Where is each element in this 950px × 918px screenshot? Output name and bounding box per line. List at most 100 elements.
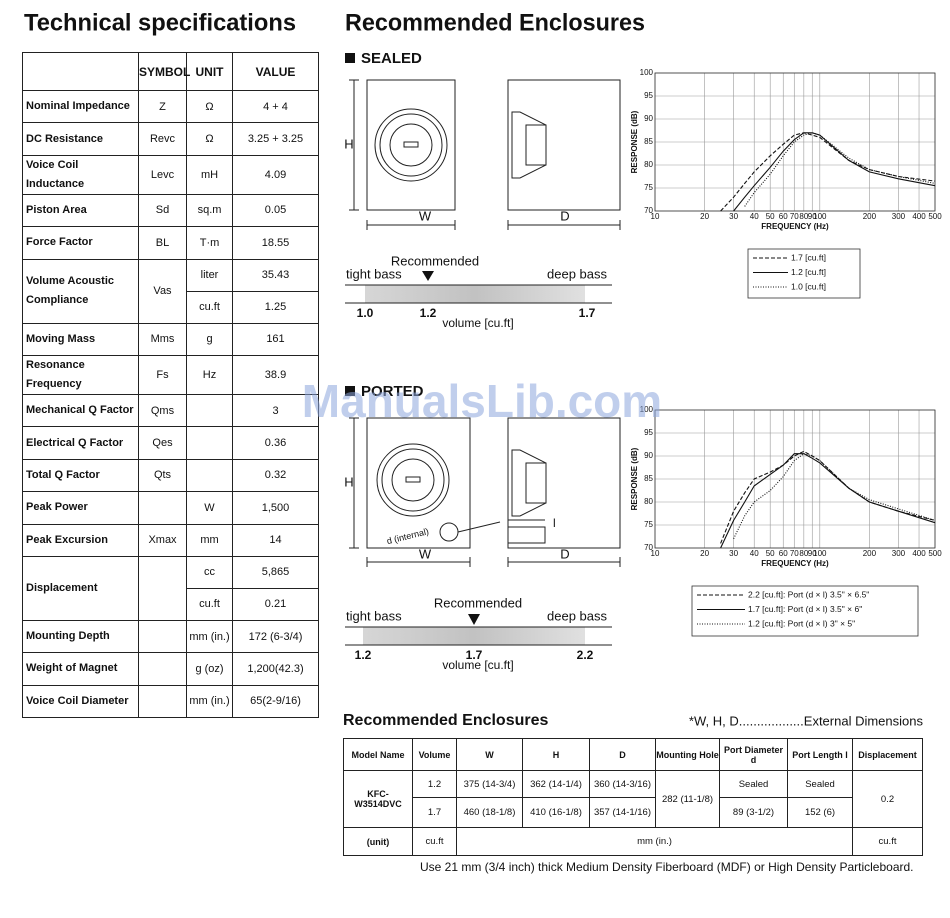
spec-name: Peak Power [22, 491, 139, 525]
spec-name: Piston Area [22, 193, 139, 228]
spec-value: 1,500 [232, 491, 319, 525]
spec-value: 161 [232, 322, 319, 356]
table-row: cu.ft 0.21 [23, 587, 319, 621]
spec-symbol [138, 619, 187, 654]
y-axis-label: RESPONSE (dB) [630, 447, 639, 510]
x-tick-label: 10 [651, 549, 660, 558]
spec-unit: Ω [186, 122, 233, 156]
x-tick-label: 10 [651, 212, 660, 221]
scale-label: tight bass [346, 266, 402, 281]
sealed-volume-scale [345, 271, 612, 304]
response-curve [720, 132, 936, 212]
table-note: *W, H, D..................External Dimen… [689, 713, 924, 728]
spec-unit: mm (in.) [186, 619, 233, 654]
legend-label: 1.7 [cu.ft] [791, 252, 826, 262]
spec-symbol: Z [138, 89, 187, 124]
dimension-label: d (internal) [386, 526, 430, 546]
legend-box [691, 585, 919, 637]
table-row: Model Name Volume W H D Mounting Hole Port Dia… [343, 738, 923, 771]
ported-front-view [349, 417, 501, 567]
spec-unit: W [186, 491, 233, 525]
spec-symbol: Fs [138, 354, 187, 395]
x-tick-label: 90 [808, 549, 817, 558]
legend-label: 2.2 [cu.ft]: Port (d × l) 3.5" × 6.5" [748, 589, 869, 599]
table-row: Force Factor BL T·m 18.55 [22, 226, 319, 260]
y-axis-label: RESPONSE (dB) [630, 110, 639, 173]
spec-symbol [138, 491, 187, 525]
x-tick-label: 100 [813, 549, 827, 558]
header-cell: Volume [412, 738, 457, 771]
table-row: (unit) cu.ft mm (in.) cu.ft [343, 827, 923, 856]
table-row: Displacement cc 5,865 [22, 555, 319, 621]
header-cell: D [589, 738, 656, 771]
unit-cell: cu.ft [412, 827, 457, 856]
table-row: Resonance Frequency Fs Hz 38.9 [22, 354, 319, 395]
spec-unit: g [186, 322, 233, 356]
table-row: Nominal Impedance Z Ω 4 + 4 [22, 89, 319, 124]
spec-unit: cc [186, 555, 233, 589]
table-row: Weight of Magnet g (oz) 1,200(42.3) [22, 652, 319, 686]
x-tick-label: 70 [790, 549, 799, 558]
y-tick-label: 75 [644, 520, 653, 529]
y-tick-label: 80 [644, 160, 653, 169]
x-axis-label: FREQUENCY (Hz) [761, 559, 829, 568]
legend-label: 1.0 [cu.ft] [791, 281, 826, 291]
table-row: Total Q Factor Qts 0.32 [22, 458, 319, 493]
table-cell: 152 (6) [787, 797, 853, 828]
x-tick-label: 20 [700, 212, 709, 221]
table-row: Mechanical Q Factor Qms 3 [22, 393, 319, 428]
table-cell: 0.2 [852, 770, 923, 828]
spec-symbol: Revc [138, 122, 187, 156]
x-tick-label: 50 [766, 212, 775, 221]
unit-cell: mm (in.) [456, 827, 853, 856]
scale-tick-label: 2.2 [577, 648, 594, 662]
table-row: Electrical Q Factor Qes 0.36 [22, 426, 319, 460]
spec-value: 1,200(42.3) [232, 652, 319, 686]
table-row: DC Resistance Revc Ω 3.25 + 3.25 [22, 122, 319, 156]
y-tick-label: 85 [644, 137, 653, 146]
scale-tick-label: 1.2 [355, 648, 372, 662]
spec-unit: cu.ft [186, 290, 233, 324]
table-cell: Sealed [719, 770, 788, 798]
header-cell: Displacement [852, 738, 923, 771]
x-tick-label: 400 [912, 549, 926, 558]
table-row: Piston Area Sd sq.m 0.05 [22, 193, 319, 228]
x-tick-label: 300 [892, 549, 906, 558]
y-tick-label: 75 [644, 183, 653, 192]
header-cell: VALUE [232, 52, 319, 91]
table-cell: 375 (14-3/4) [456, 770, 523, 798]
spec-unit: mH [186, 154, 233, 195]
response-curve [744, 132, 936, 207]
sealed-side-view [507, 79, 621, 230]
header-cell: H [522, 738, 590, 771]
model-name: KFC-W3514DVC [343, 770, 413, 828]
spec-symbol [138, 652, 187, 686]
ported-volume-scale [345, 614, 612, 646]
spec-unit: sq.m [186, 193, 233, 228]
y-tick-label: 80 [644, 497, 653, 506]
spec-unit [186, 393, 233, 428]
y-tick-label: 70 [644, 543, 653, 552]
spec-unit: cu.ft [186, 587, 233, 621]
spec-value: 35.43 [232, 258, 319, 292]
x-tick-label: 300 [892, 212, 906, 221]
x-tick-label: 400 [912, 212, 926, 221]
header-cell: Port Diameter d [719, 738, 788, 771]
x-tick-label: 30 [729, 549, 738, 558]
x-tick-label: 80 [799, 212, 808, 221]
scale-label: deep bass [547, 266, 607, 281]
spec-unit: Hz [186, 354, 233, 395]
dimension-label: W [419, 546, 432, 561]
spec-name: Voice Coil Diameter [22, 684, 139, 719]
spec-value: 0.21 [232, 587, 319, 621]
response-curve [733, 453, 936, 540]
legend-box [747, 248, 861, 299]
table-cell: 282 (11-1/8) [655, 770, 720, 828]
table-title: Recommended Enclosures [343, 712, 549, 729]
x-tick-label: 500 [928, 549, 942, 558]
spec-name: Mounting Depth [22, 619, 139, 654]
header-cell: W [456, 738, 523, 771]
spec-value: 65(2-9/16) [232, 684, 319, 719]
